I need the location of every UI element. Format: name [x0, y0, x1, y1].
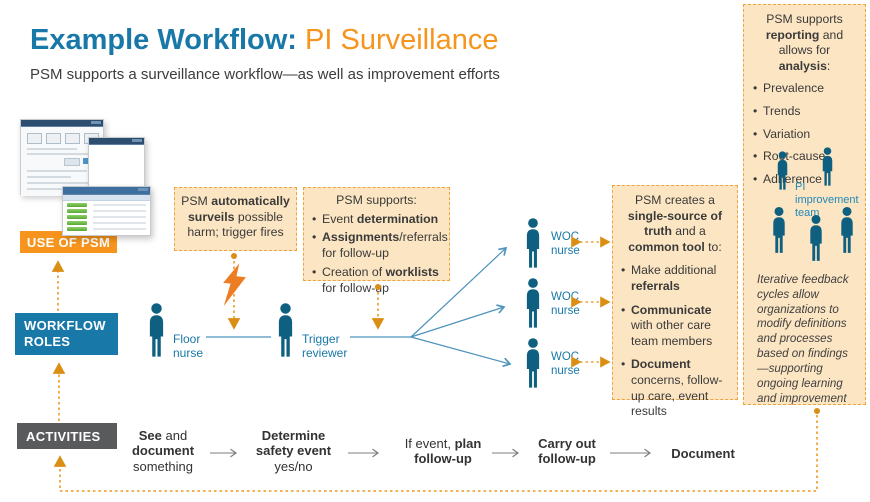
- callout-text: PSM automatically surveils possible harm…: [181, 194, 290, 240]
- bullet-item: Document concerns, follow-up care, event…: [620, 357, 730, 419]
- arrow-to-woc-nurse-3: [410, 336, 512, 368]
- bullet-item: Make additional referrals: [620, 263, 730, 294]
- connector-origin-dot: [231, 253, 237, 259]
- callout-title: PSM creates a single-source of truth and…: [627, 193, 723, 254]
- callout-psm-surveils: PSM automatically surveils possible harm…: [174, 187, 297, 251]
- bullet-item: Assignments/referrals for follow-up: [311, 230, 448, 261]
- window-controls-icon: [91, 121, 101, 124]
- use-of-psm-label: USE OF PSM: [20, 231, 117, 253]
- green-bar-icon: [67, 227, 87, 231]
- window-titlebar: [89, 138, 144, 145]
- bullet-item: Variation: [752, 127, 857, 143]
- page-title-main: Example Workflow:: [30, 24, 297, 56]
- secondary-button-icon: [64, 158, 80, 166]
- text-line: [27, 176, 71, 178]
- window-subheader: [63, 195, 150, 201]
- text-line: [27, 148, 77, 150]
- flow-box-icon: [65, 133, 80, 144]
- page-subtitle: PSM supports a surveillance workflow—as …: [30, 66, 500, 83]
- psm-worklist-screenshot: [62, 186, 151, 236]
- person-icon: [841, 206, 853, 253]
- text-line: [27, 170, 87, 172]
- floor-nurse-icon: [149, 303, 164, 357]
- text-line: [93, 210, 146, 212]
- bullet-item: Adherence: [752, 172, 857, 188]
- text-line: [93, 228, 146, 230]
- lightning-bolt-icon: [223, 263, 246, 307]
- activity-step-plan-followup: If event, plan follow-up: [404, 436, 482, 467]
- bullet-item: Event determination: [311, 212, 442, 228]
- worklist-row: [67, 221, 146, 225]
- worklist-row: [67, 209, 146, 213]
- green-bar-icon: [67, 221, 87, 225]
- text-line: [93, 204, 146, 206]
- woc-nurse-icon: [526, 278, 540, 328]
- flow-box-icon: [46, 133, 61, 144]
- woc-nurse-label: WOC nurse: [551, 351, 580, 377]
- green-bar-icon: [67, 209, 87, 213]
- green-bar-icon: [67, 215, 87, 219]
- worklist-row: [67, 227, 146, 231]
- woc-nurse-label: WOC nurse: [551, 231, 580, 257]
- page-title-accent: PI Surveillance: [296, 24, 499, 56]
- window-titlebar: [21, 120, 103, 127]
- woc-nurse-icon: [526, 338, 540, 388]
- window-controls-icon: [132, 139, 142, 142]
- activity-step-see-document: See and document something: [131, 428, 195, 474]
- bullet-item: Prevalence: [752, 81, 857, 97]
- text-line: [93, 222, 146, 224]
- page-title: Example Workflow: PI Surveillance: [30, 24, 498, 57]
- connector-origin-dot: [814, 408, 820, 414]
- person-icon: [773, 206, 785, 253]
- callout-psm-creates: PSM creates a single-source of truth and…: [612, 185, 738, 418]
- workflow-roles-label: WORKFLOW ROLES: [15, 313, 118, 355]
- woc-nurse-label: WOC nurse: [551, 291, 580, 317]
- window-body: [89, 145, 144, 166]
- iterative-feedback-note: Iterative feedback cycles allow organiza…: [757, 273, 849, 405]
- person-icon: [810, 214, 822, 261]
- activity-step-carry-out: Carry out follow-up: [538, 436, 596, 467]
- text-line: [27, 153, 91, 155]
- person-icon: [822, 147, 833, 186]
- window-titlebar: [63, 187, 150, 195]
- green-bar-icon: [67, 203, 87, 207]
- bullet-item: Communicate with other care team members: [620, 303, 730, 350]
- callout-psm-reporting: PSM supports reporting and allows for an…: [743, 4, 866, 405]
- flow-box-icon: [27, 133, 42, 144]
- person-icon: [777, 151, 788, 190]
- text-line: [27, 188, 63, 190]
- arrow-to-woc-nurse-2: [410, 304, 506, 338]
- floor-nurse-label: Floor nurse: [173, 332, 204, 361]
- bullet-item: Trends: [752, 104, 857, 120]
- activities-label: ACTIVITIES: [17, 423, 117, 449]
- activity-step-document: Document: [671, 446, 735, 461]
- bullet-item: Root-cause: [752, 149, 857, 165]
- callout-title: PSM supports reporting and allows for an…: [765, 12, 844, 73]
- callout-psm-supports: PSM supports: Event determination Assign…: [303, 187, 450, 295]
- text-line: [93, 216, 146, 218]
- trigger-reviewer-label: Trigger reviewer: [302, 332, 348, 361]
- activity-step-determine: Determine safety event yes/no: [255, 428, 332, 474]
- trigger-reviewer-icon: [278, 303, 293, 357]
- bullet-item: Creation of worklists for follow-up: [311, 265, 442, 296]
- callout-title: PSM supports:: [336, 193, 417, 207]
- woc-nurse-icon: [526, 218, 540, 268]
- text-line: [27, 182, 95, 184]
- worklist-row: [67, 215, 146, 219]
- worklist-row: [67, 203, 146, 207]
- window-controls-icon: [138, 188, 148, 191]
